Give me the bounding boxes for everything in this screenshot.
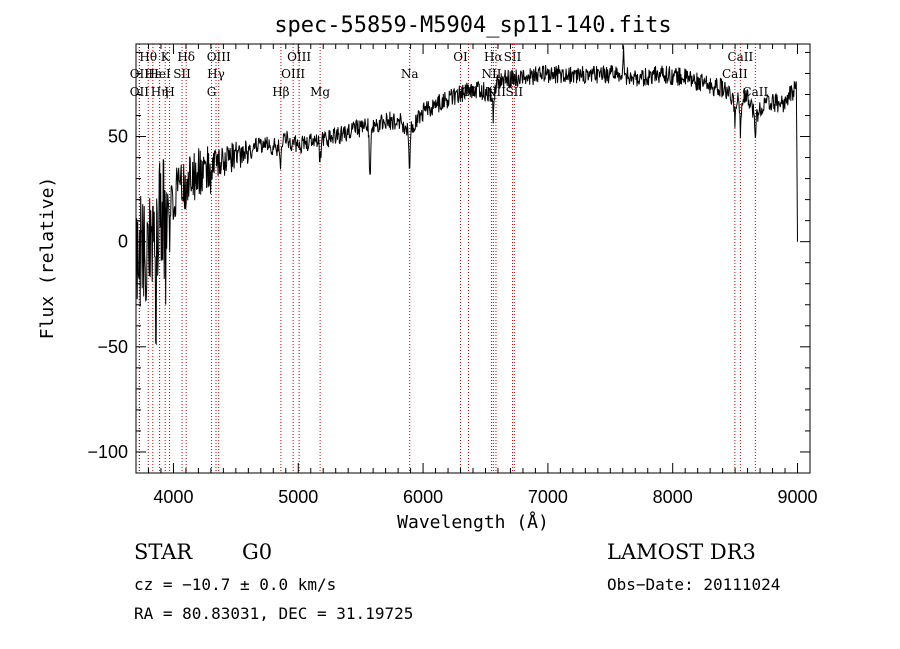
line-label: CaII	[742, 85, 768, 99]
obs-date-text: Obs−Date: 20111024	[607, 575, 781, 594]
line-label: H	[164, 85, 174, 99]
spectrum-line	[135, 45, 798, 346]
line-label: SII	[504, 50, 522, 64]
chart-title: spec-55859-M5904_sp11-140.fits	[274, 13, 671, 38]
line-label: CaII	[727, 50, 753, 64]
x-axis-label: Wavelength (Å)	[397, 511, 549, 533]
y-tick-label: 0	[118, 232, 128, 252]
object-class: STAR	[134, 540, 193, 564]
x-tick-label: 5000	[278, 487, 318, 507]
redshift-text: cz = −10.7 ± 0.0 km/s	[134, 575, 337, 594]
y-axis-label: Flux (relative)	[37, 177, 58, 340]
line-label: OIII	[207, 50, 231, 64]
line-label: NII	[481, 67, 501, 81]
plot-frame	[135, 43, 811, 474]
line-label: Hβ	[272, 85, 289, 99]
line-label: Mg	[310, 85, 330, 99]
line-label: Hδ	[177, 50, 195, 64]
line-label: Hα	[484, 50, 503, 64]
y-tick-label: 50	[108, 127, 128, 147]
line-label: SII	[505, 85, 523, 99]
line-label: OIII	[287, 50, 311, 64]
coordinates-text: RA = 80.83031, DEC = 31.19725	[134, 604, 414, 623]
y-tick-label: −100	[87, 442, 128, 462]
line-label: G	[207, 85, 217, 99]
line-label: SII	[173, 67, 191, 81]
line-label: OI	[453, 50, 468, 64]
line-label: CaII	[722, 67, 748, 81]
x-tick-label: 6000	[403, 487, 443, 507]
y-tick-label: −50	[97, 337, 128, 357]
line-label: OII	[130, 85, 150, 99]
line-label: HeI	[148, 67, 171, 81]
line-label: Na	[401, 67, 419, 81]
line-label: OIII	[281, 67, 305, 81]
line-label: Hθ	[139, 50, 157, 64]
line-label: Hε	[145, 67, 162, 81]
x-tick-label: 9000	[777, 487, 817, 507]
survey-name: LAMOST DR3	[607, 540, 756, 564]
line-label: Hγ	[207, 67, 225, 81]
x-tick-label: 7000	[528, 487, 568, 507]
axis-ticks: 4000 5000 6000 7000 8000 9000 −100 −50 0 50	[87, 44, 818, 507]
x-tick-label: 8000	[653, 487, 693, 507]
object-subclass: G0	[242, 540, 273, 564]
line-label: K	[161, 50, 171, 64]
x-tick-label: 4000	[153, 487, 193, 507]
